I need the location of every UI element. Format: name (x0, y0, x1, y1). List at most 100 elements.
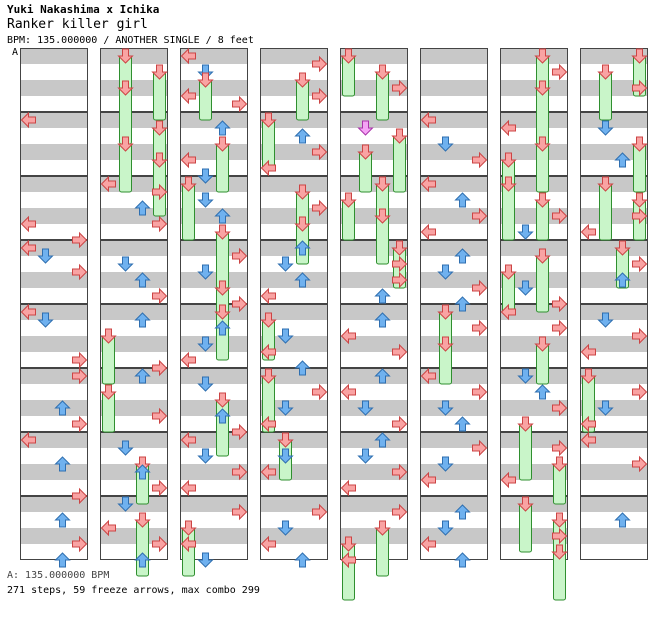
beat-stripe (340, 464, 408, 480)
arrow-up-icon (294, 240, 311, 256)
freeze-head-icon (214, 136, 231, 152)
arrow-right-icon (312, 143, 328, 161)
freeze-head-icon (534, 80, 551, 96)
measure-box (580, 112, 648, 176)
beat-stripe (260, 176, 328, 192)
arrow-right-icon (632, 455, 648, 473)
beat-stripe (420, 432, 488, 448)
measure-box (180, 48, 248, 112)
beat-stripe (20, 144, 88, 160)
arrow-down-icon (197, 336, 214, 352)
freeze-head-icon (214, 224, 231, 240)
beat-stripe (180, 464, 248, 480)
freeze-head-icon (260, 312, 277, 328)
beat-stripe (340, 80, 408, 96)
beat-stripe (20, 400, 88, 416)
beat-stripe (20, 176, 88, 192)
freeze-head-icon (534, 192, 551, 208)
measure-box (260, 368, 328, 432)
arrow-down-icon (197, 448, 214, 464)
arrow-right-icon (232, 295, 248, 313)
footer-bpm: A: 135.000000 BPM (7, 570, 110, 581)
beat-stripe (180, 528, 248, 544)
measure-box (340, 432, 408, 496)
beat-stripe (100, 240, 168, 256)
arrow-up-icon (294, 552, 311, 568)
freeze-head-icon (374, 64, 391, 80)
arrow-left-icon (340, 551, 356, 569)
arrow-up-icon (454, 552, 471, 568)
beat-stripe (260, 432, 328, 448)
freeze-head-icon (117, 80, 134, 96)
beat-stripe (260, 336, 328, 352)
measure-box (340, 368, 408, 432)
beat-stripe (500, 432, 568, 448)
beat-stripe (260, 368, 328, 384)
arrow-right-icon (472, 439, 488, 457)
beat-stripe (100, 112, 168, 128)
beat-stripe (500, 240, 568, 256)
beat-stripe (260, 48, 328, 64)
freeze-head-icon (214, 280, 231, 296)
measure-box (260, 304, 328, 368)
arrow-right-icon (392, 415, 408, 433)
freeze-head-icon (151, 120, 168, 136)
arrow-left-icon (20, 303, 36, 321)
freeze-head-icon (100, 328, 117, 344)
arrow-down-icon (197, 552, 214, 568)
measure-box (20, 176, 88, 240)
arrow-up-icon (134, 368, 151, 384)
arrow-right-icon (72, 535, 88, 553)
arrow-up-icon (54, 400, 71, 416)
measure-box (100, 176, 168, 240)
beat-stripe (500, 400, 568, 416)
measure-box (260, 48, 328, 112)
arrow-down-icon (597, 120, 614, 136)
measure-box (260, 112, 328, 176)
arrow-up-icon (614, 512, 631, 528)
arrow-left-icon (180, 351, 196, 369)
measure-box (580, 176, 648, 240)
arrow-left-icon (340, 327, 356, 345)
beat-stripe (180, 336, 248, 352)
beat-stripe (340, 240, 408, 256)
arrow-left-icon (500, 119, 516, 137)
beat-stripe (340, 208, 408, 224)
arrow-right-icon (152, 287, 168, 305)
arrow-down-icon (517, 224, 534, 240)
measure-box (580, 48, 648, 112)
beat-stripe (100, 272, 168, 288)
freeze-head-icon (180, 520, 197, 536)
beat-stripe (340, 400, 408, 416)
beat-stripe (180, 496, 248, 512)
measure-box (20, 112, 88, 176)
freeze-arrow-icon (502, 183, 515, 241)
measure-box (420, 496, 488, 560)
arrow-left-icon (420, 111, 436, 129)
arrow-right-icon (72, 415, 88, 433)
measure-box (100, 48, 168, 112)
beat-stripe (580, 240, 648, 256)
arrow-right-icon (72, 263, 88, 281)
arrow-down-icon (437, 136, 454, 152)
beat-stripe (100, 336, 168, 352)
arrow-left-icon (260, 287, 276, 305)
beat-stripe (580, 304, 648, 320)
arrow-left-icon (20, 215, 36, 233)
freeze-arrow-icon (119, 87, 132, 145)
measure-box (180, 304, 248, 368)
freeze-head-icon (534, 248, 551, 264)
beat-stripe (580, 496, 648, 512)
arrow-up-icon (454, 248, 471, 264)
measure-box (20, 496, 88, 560)
beat-stripe (340, 432, 408, 448)
measure-box (20, 368, 88, 432)
measure-box (260, 240, 328, 304)
beat-stripe (420, 144, 488, 160)
arrow-left-icon (180, 151, 196, 169)
arrow-right-icon (312, 199, 328, 217)
freeze-head-icon (214, 392, 231, 408)
arrow-down-icon (597, 400, 614, 416)
measure-box (180, 368, 248, 432)
